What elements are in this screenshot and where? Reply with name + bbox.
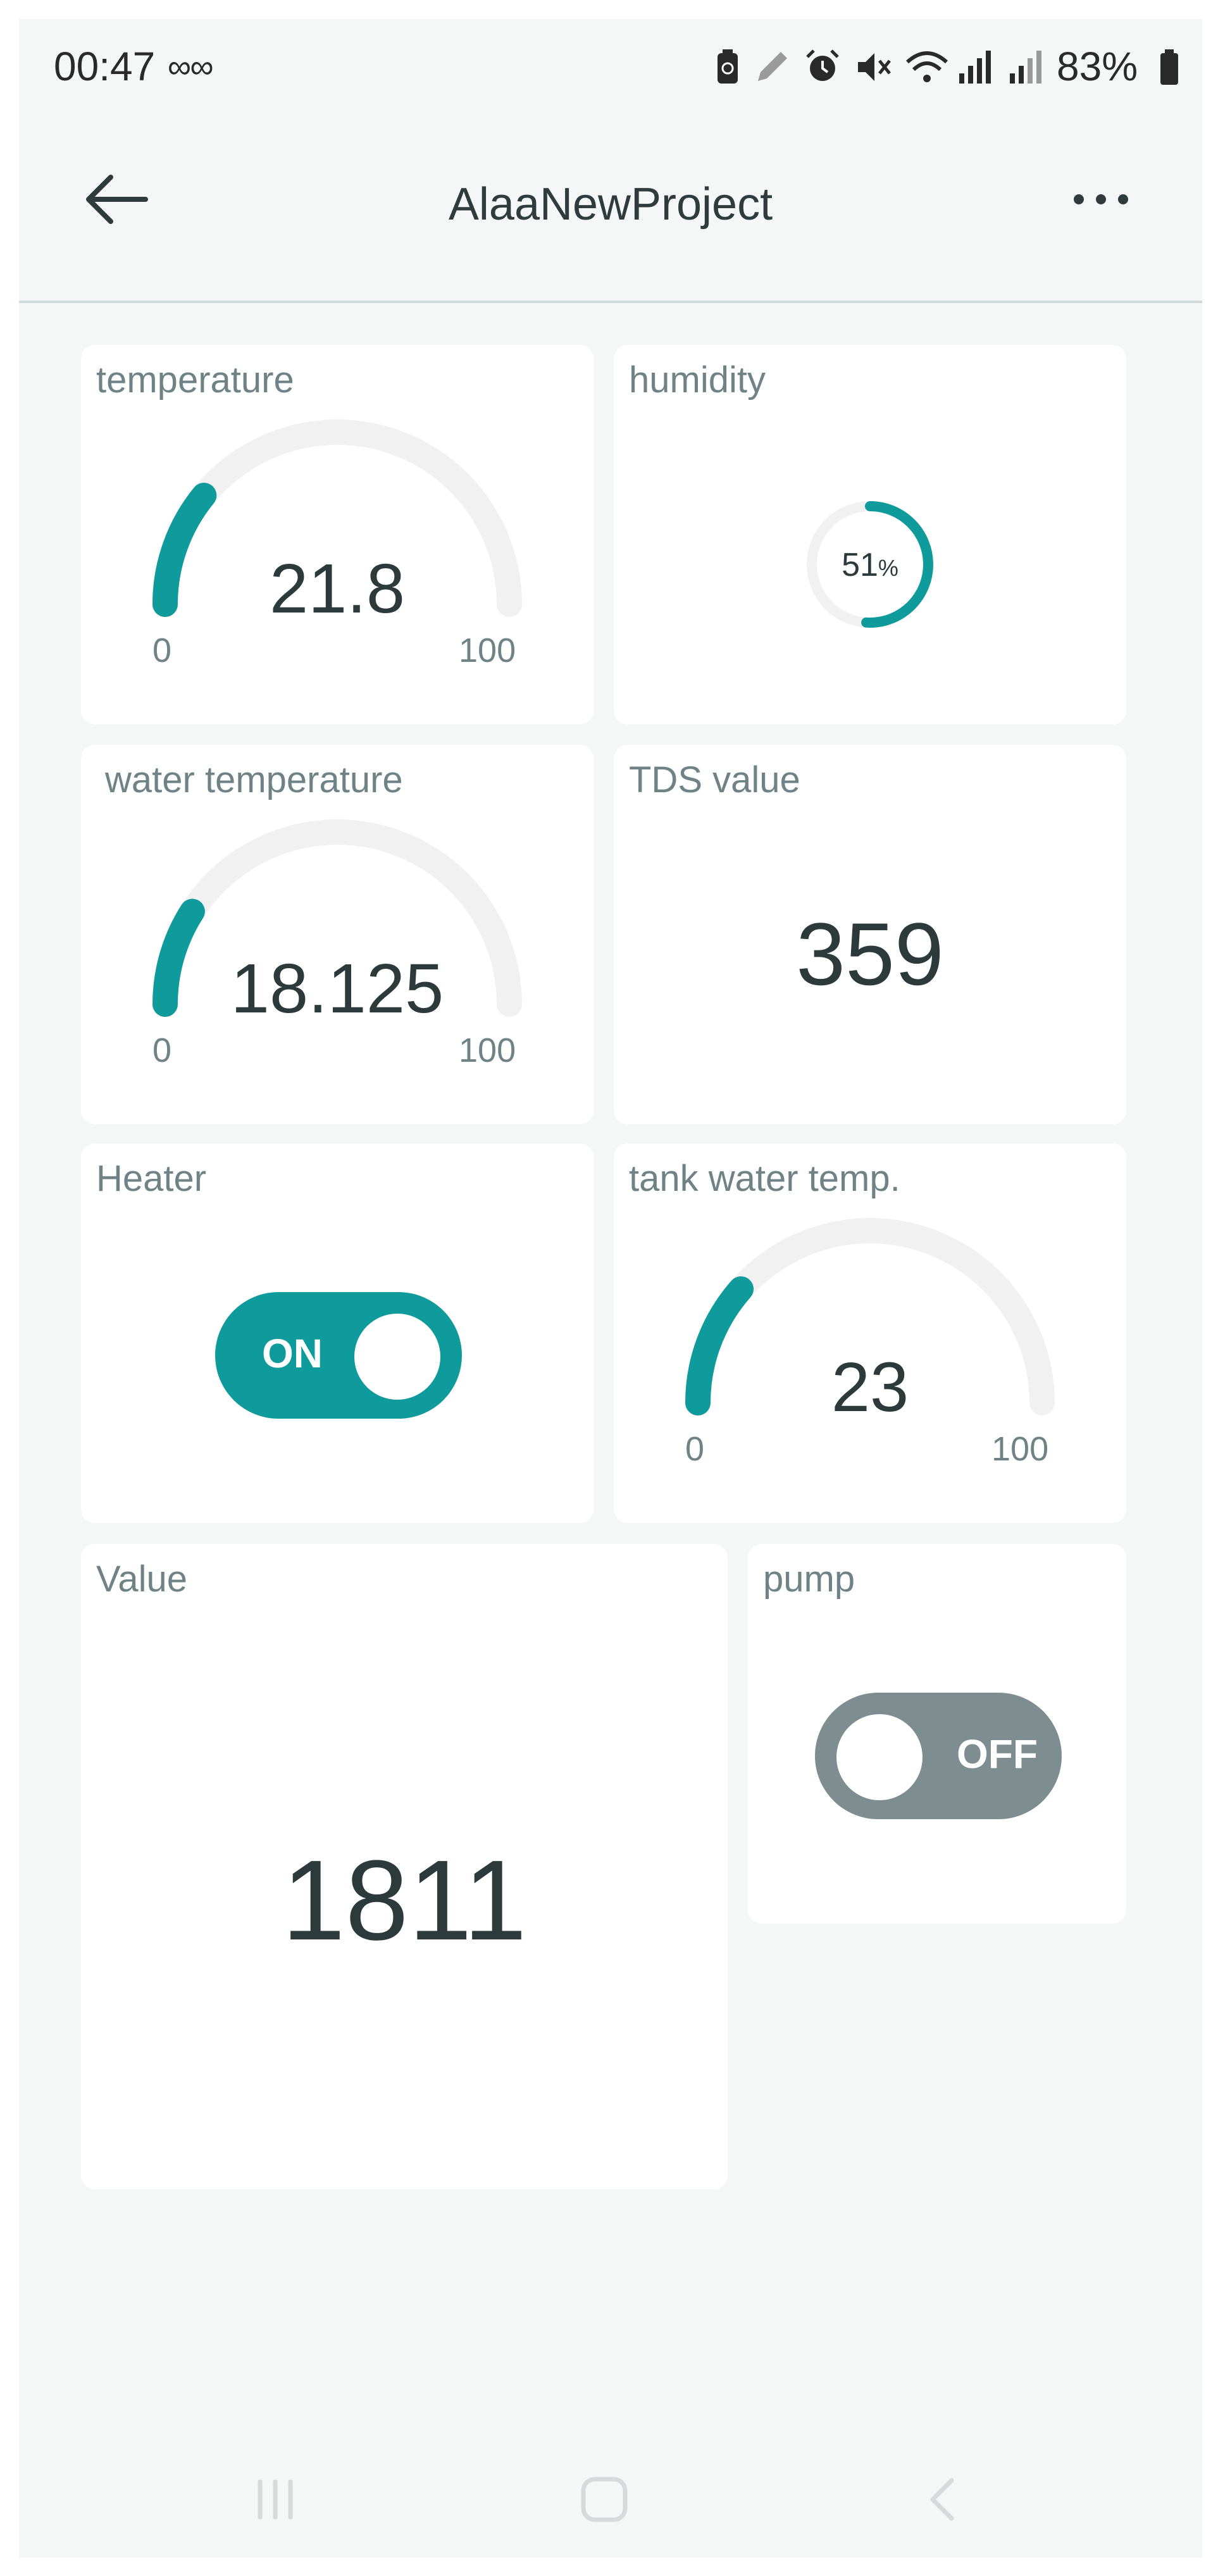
back-nav-icon[interactable] [917, 2474, 968, 2525]
app-header: AlaaNewProject [19, 108, 1202, 303]
battery-icon [1160, 49, 1178, 85]
tank-water-temp-widget[interactable]: tank water temp. 23 0 100 [614, 1143, 1126, 1523]
humidity-value: 51 [842, 547, 878, 583]
more-options-icon[interactable] [1069, 190, 1133, 209]
pump-widget: pump OFF [748, 1544, 1126, 1924]
heater-widget: Heater ON [81, 1143, 593, 1523]
pencil-icon [758, 52, 787, 81]
page-title: AlaaNewProject [448, 179, 773, 230]
tds-widget[interactable]: TDS value 359 [614, 745, 1126, 1124]
tank-water-temp-gauge [685, 1218, 1055, 1416]
temperature-gauge [152, 420, 522, 617]
battery-percent: 83% [1057, 44, 1138, 89]
back-arrow-icon[interactable] [82, 171, 152, 228]
widget-label: tank water temp. [629, 1158, 900, 1199]
gauge-max-label: 100 [991, 1430, 1049, 1468]
widget-label: TDS value [629, 759, 800, 800]
gauge-min-label: 0 [152, 632, 172, 669]
humidity-ring [807, 501, 933, 628]
toggle-state-label: OFF [957, 1731, 1038, 1777]
gauge-max-label: 100 [459, 1031, 516, 1069]
gauge-min-label: 0 [685, 1430, 705, 1468]
heater-toggle[interactable]: ON [215, 1292, 462, 1419]
recent-apps-icon[interactable] [250, 2474, 301, 2525]
wifi-icon [905, 51, 948, 82]
value-display: 1811 [282, 1837, 527, 1964]
humidity-readout: 51% [614, 546, 1126, 584]
humidity-ring-arc [807, 501, 933, 628]
humidity-unit: % [878, 555, 898, 581]
gauge-min-label: 0 [152, 1031, 172, 1069]
infinity-icons: ∞ ∞ [168, 49, 214, 85]
mute-icon [858, 53, 891, 81]
status-bar: 00:47 ∞ ∞ 83% [19, 19, 1202, 108]
tank-water-temp-value: 23 [831, 1348, 909, 1426]
widget-label: Value [96, 1559, 188, 1600]
toggle-knob [836, 1714, 923, 1800]
tank-water-temp-gauge-arc [685, 1276, 754, 1416]
temperature-gauge-arc [152, 482, 217, 617]
app-screen: 00:47 ∞ ∞ 83% [19, 19, 1202, 2558]
humidity-widget[interactable]: humidity 51% [614, 345, 1126, 725]
gauge-max-label: 100 [459, 632, 516, 669]
water-temperature-widget[interactable]: water temperature 18.125 0 100 [81, 745, 593, 1124]
temperature-value: 21.8 [269, 550, 406, 628]
system-nav-bar [19, 2442, 1202, 2556]
alarm-icon [806, 49, 839, 81]
widget-label: water temperature [105, 759, 403, 800]
toggle-knob [354, 1314, 440, 1400]
widget-label: Heater [96, 1158, 207, 1199]
widget-label: temperature [96, 359, 294, 401]
battery-saver-icon [718, 49, 738, 84]
temperature-widget[interactable]: temperature 21.8 0 100 [81, 345, 593, 725]
widget-label: pump [763, 1559, 855, 1600]
tds-value: 359 [796, 904, 944, 1004]
water-temperature-gauge-arc [152, 899, 205, 1017]
toggle-state-label: ON [262, 1331, 323, 1376]
home-icon[interactable] [576, 2474, 633, 2525]
signal-icon-2 [1010, 51, 1041, 84]
status-time: 00:47 [54, 44, 156, 89]
water-temperature-gauge [152, 819, 522, 1017]
value-widget[interactable]: Value 1811 [81, 1544, 728, 2189]
widget-label: humidity [629, 359, 766, 401]
water-temperature-value: 18.125 [230, 950, 444, 1028]
pump-toggle[interactable]: OFF [815, 1693, 1062, 1819]
signal-icon-1 [959, 51, 991, 84]
